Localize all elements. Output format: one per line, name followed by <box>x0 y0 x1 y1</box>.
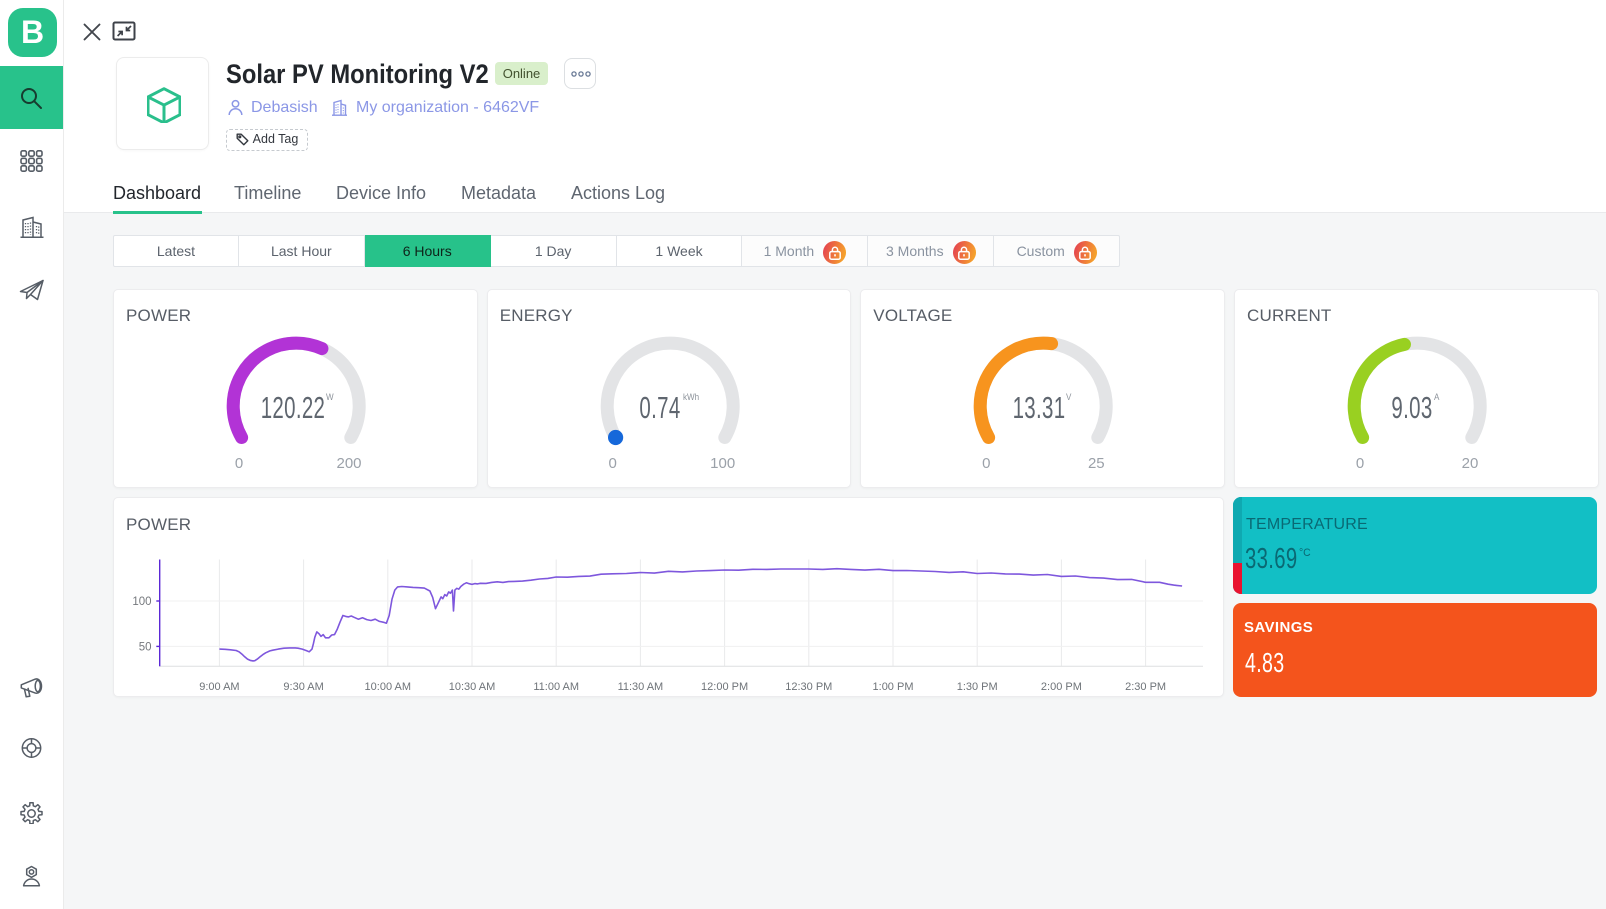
svg-text:10:30 AM: 10:30 AM <box>449 681 495 693</box>
svg-text:2:00 PM: 2:00 PM <box>1041 681 1082 693</box>
svg-text:12:30 PM: 12:30 PM <box>785 681 832 693</box>
svg-text:12:00 PM: 12:00 PM <box>701 681 748 693</box>
svg-text:50: 50 <box>139 641 152 653</box>
svg-text:10:00 AM: 10:00 AM <box>365 681 411 693</box>
svg-text:9:00 AM: 9:00 AM <box>199 681 239 693</box>
svg-text:9:30 AM: 9:30 AM <box>283 681 323 693</box>
svg-text:2:30 PM: 2:30 PM <box>1125 681 1166 693</box>
svg-text:1:30 PM: 1:30 PM <box>957 681 998 693</box>
svg-text:1:00 PM: 1:00 PM <box>873 681 914 693</box>
svg-text:11:00 AM: 11:00 AM <box>533 681 579 693</box>
svg-text:11:30 AM: 11:30 AM <box>618 681 664 693</box>
svg-text:100: 100 <box>132 596 151 608</box>
